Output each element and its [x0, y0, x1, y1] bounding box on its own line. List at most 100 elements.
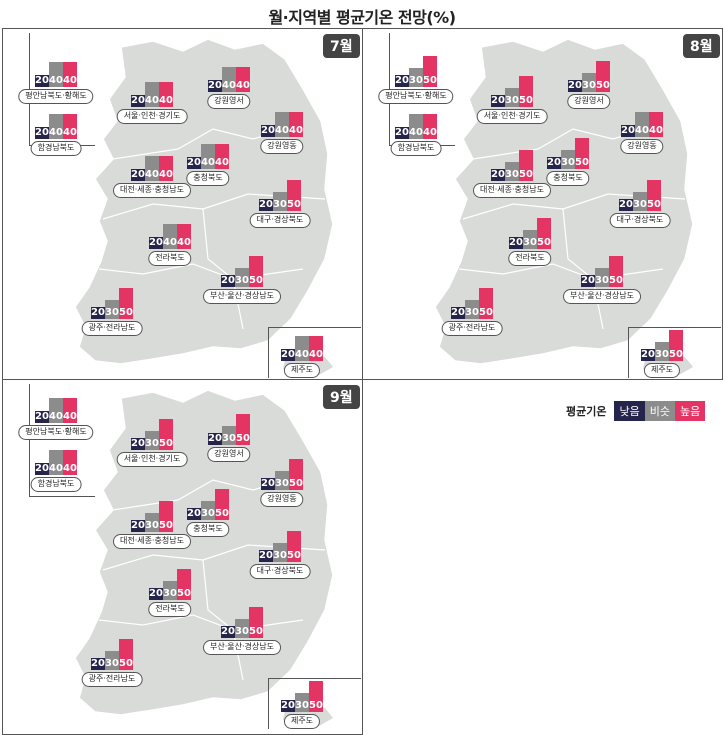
bar-low: 20: [568, 80, 582, 92]
bar-mid: 30: [145, 513, 159, 532]
bar-mid: 30: [222, 426, 236, 445]
bar-group: 20 40 40: [35, 450, 77, 475]
bar-mid: 30: [523, 230, 537, 249]
region-label: 전라북도: [148, 251, 192, 266]
bar-low: 20: [619, 199, 633, 211]
bar-low: 20: [281, 349, 295, 361]
bar-mid: 30: [105, 300, 119, 319]
bar-group: 20 40 40: [208, 67, 250, 92]
bar-high: 50: [647, 180, 661, 211]
bar-mid: 40: [201, 144, 215, 169]
bar-group: 20 30 50: [619, 180, 661, 211]
bar-low: 20: [261, 125, 275, 137]
jeju-inset-frame: [628, 327, 721, 378]
bar-high: 40: [423, 114, 437, 139]
bar-high: 50: [575, 138, 589, 169]
region-label: 전라북도: [148, 602, 192, 617]
bar-high: 40: [63, 114, 77, 139]
bar-mid: 40: [145, 156, 159, 181]
bar-group: 20 40 40: [395, 114, 437, 139]
bar-group: 20 40 40: [35, 62, 77, 87]
bar-high: 50: [596, 61, 610, 92]
region-label: 부산·울산·경상남도: [563, 289, 641, 304]
bar-group: 20 40 40: [187, 144, 229, 169]
bar-group: 20 40 40: [621, 112, 663, 137]
bar-group: 20 30 50: [568, 61, 610, 92]
bar-mid: 30: [465, 300, 479, 319]
bar-group: 20 30 50: [395, 56, 437, 87]
bar-high: 50: [119, 639, 133, 670]
page-title: 월·지역별 평균기온 전망(%): [268, 8, 456, 27]
bar-high: 40: [289, 112, 303, 137]
region-label: 강원영동: [260, 139, 304, 154]
bar-low: 20: [91, 307, 105, 319]
bar-low: 20: [131, 520, 145, 532]
bar-high: 50: [309, 681, 323, 712]
bar-group: 20 30 50: [208, 414, 250, 445]
region-label: 광주·전라남도: [81, 672, 143, 687]
bar-mid: 30: [273, 543, 287, 562]
region-label: 서울·인천·경기도: [116, 109, 188, 124]
province-boundary: [562, 208, 604, 330]
bar-group: 20 40 40: [281, 336, 323, 361]
bar-mid: 40: [163, 224, 177, 249]
bar-mid: 30: [235, 268, 249, 287]
bar-mid: 30: [105, 651, 119, 670]
bar-low: 20: [91, 658, 105, 670]
bar-group: 20 30 50: [259, 531, 301, 562]
month-badge: 9월: [323, 385, 360, 409]
north-inset-frame: [29, 384, 95, 497]
bar-high: 50: [537, 218, 551, 249]
bar-group: 20 30 50: [491, 150, 533, 181]
bar-mid: 30: [633, 192, 647, 211]
region-label: 함경남북도: [30, 477, 82, 492]
bar-low: 20: [35, 75, 49, 87]
bar-mid: 30: [582, 73, 596, 92]
jeju-inset-frame: [268, 327, 361, 378]
region-label: 대전·세종·충청남도: [113, 183, 191, 198]
legend-title: 평균기온: [566, 405, 607, 418]
province-boundary: [202, 559, 244, 681]
bar-group: 20 30 50: [149, 569, 191, 600]
bar-group: 20 30 50: [547, 138, 589, 169]
bar-mid: 30: [275, 471, 289, 490]
bar-low: 20: [187, 508, 201, 520]
bar-low: 20: [621, 125, 635, 137]
region-label: 광주·전라남도: [441, 321, 503, 336]
bar-mid: 40: [635, 112, 649, 137]
region-label: 대구·경상북도: [249, 564, 311, 579]
bar-low: 20: [491, 169, 505, 181]
bar-group: 20 40 40: [35, 114, 77, 139]
month-badge: 7월: [323, 34, 360, 58]
region-label: 제주도: [283, 714, 321, 729]
bar-low: 20: [395, 127, 409, 139]
bar-low: 20: [149, 237, 163, 249]
bar-mid: 30: [201, 501, 215, 520]
bar-group: 20 40 40: [131, 82, 173, 107]
region-label: 함경남북도: [390, 141, 442, 156]
bar-high: 50: [423, 56, 437, 87]
bar-mid: 30: [655, 342, 669, 361]
bar-low: 20: [221, 626, 235, 638]
bar-group: 20 30 50: [281, 681, 323, 712]
region-label: 충청북도: [186, 171, 230, 186]
bar-high: 50: [249, 607, 263, 638]
map-panel-september: 9월 20 40 40 평안남북도·황해도 20 40 40 함경남북도 20 30 50 서울·인천·…: [2, 379, 363, 735]
bar-high: 40: [159, 156, 173, 181]
bar-high: 40: [63, 450, 77, 475]
region-label: 충청북도: [186, 522, 230, 537]
bar-group: 20 40 40: [35, 398, 77, 423]
bar-low: 20: [451, 307, 465, 319]
bar-low: 20: [641, 349, 655, 361]
bar-high: 50: [249, 256, 263, 287]
bar-high: 50: [119, 288, 133, 319]
bar-mid: 40: [145, 82, 159, 107]
bar-low: 20: [259, 199, 273, 211]
bar-high: 40: [649, 112, 663, 137]
bar-low: 20: [149, 588, 163, 600]
bar-group: 20 30 50: [261, 459, 303, 490]
bar-high: 40: [63, 62, 77, 87]
bar-high: 50: [159, 501, 173, 532]
bar-low: 20: [187, 157, 201, 169]
bar-mid: 30: [595, 268, 609, 287]
